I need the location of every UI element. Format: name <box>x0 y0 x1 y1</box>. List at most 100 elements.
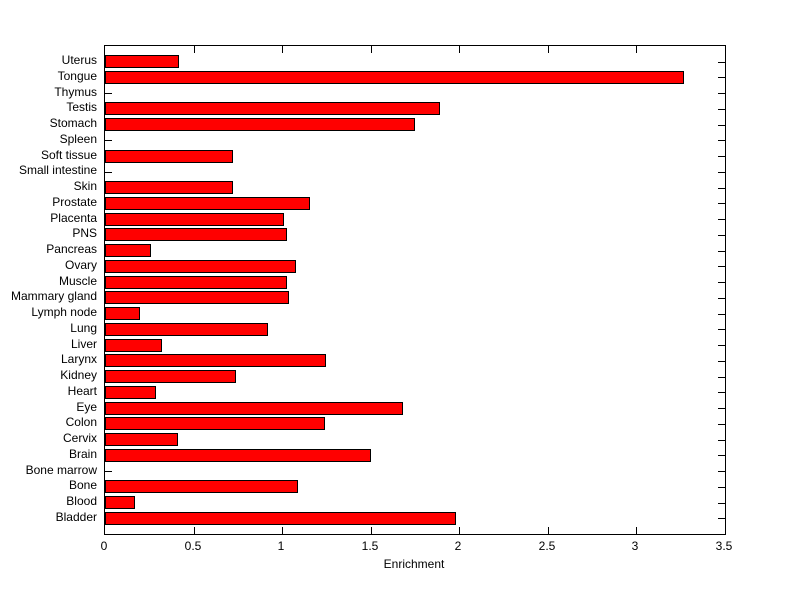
y-tick-label: Bone marrow <box>25 463 97 477</box>
y-tick-label: Spleen <box>59 132 97 146</box>
bar <box>105 118 415 131</box>
bar <box>105 260 296 273</box>
y-tick-mark <box>718 503 725 504</box>
y-tick-mark <box>718 487 725 488</box>
bar <box>105 181 233 194</box>
bar <box>105 150 233 163</box>
y-tick-mark <box>718 188 725 189</box>
bar <box>105 323 268 336</box>
y-tick-label: Larynx <box>60 352 97 366</box>
y-tick-label: Pancreas <box>46 242 97 256</box>
x-tick-label: 1.5 <box>361 539 379 553</box>
y-tick-mark <box>718 266 725 267</box>
y-tick-mark <box>718 235 725 236</box>
y-tick-label: Uterus <box>61 53 97 67</box>
y-tick-mark <box>718 424 725 425</box>
x-tick-mark <box>548 46 549 53</box>
bar <box>105 402 403 415</box>
y-tick-label: Stomach <box>49 116 97 130</box>
y-tick-mark <box>718 329 725 330</box>
y-tick-mark <box>718 251 725 252</box>
y-tick-label: Bladder <box>55 510 97 524</box>
y-tick-label: Kidney <box>60 368 97 382</box>
y-tick-label: Lung <box>70 321 97 335</box>
x-tick-mark <box>371 527 372 534</box>
bar <box>105 370 236 383</box>
y-tick-label: Placenta <box>50 211 97 225</box>
bar <box>105 339 162 352</box>
bar <box>105 55 179 68</box>
y-tick-mark <box>718 471 725 472</box>
bar <box>105 496 135 509</box>
y-tick-label: Skin <box>73 179 97 193</box>
y-tick-label: Liver <box>70 337 97 351</box>
bar <box>105 386 156 399</box>
x-tick-mark <box>371 46 372 53</box>
bar <box>105 433 178 446</box>
y-tick-label: Mammary gland <box>10 289 97 303</box>
y-tick-label: Thymus <box>54 85 97 99</box>
y-tick-mark <box>718 377 725 378</box>
bar <box>105 228 287 241</box>
y-tick-label: Lymph node <box>31 305 97 319</box>
bar <box>105 71 684 84</box>
x-tick-label: 2 <box>454 539 462 553</box>
y-tick-mark <box>718 392 725 393</box>
y-tick-mark <box>718 77 725 78</box>
x-tick-label: 2.5 <box>538 539 556 553</box>
y-tick-label: Brain <box>68 447 97 461</box>
x-tick-mark <box>459 46 460 53</box>
x-tick-label: 0.5 <box>184 539 202 553</box>
bar <box>105 480 298 493</box>
y-tick-mark <box>105 93 112 94</box>
y-tick-mark <box>105 172 112 173</box>
y-tick-mark <box>718 140 725 141</box>
x-tick-mark <box>548 527 549 534</box>
x-tick-label: 0 <box>100 539 108 553</box>
y-tick-label: Soft tissue <box>40 148 97 162</box>
x-tick-label: 3 <box>631 539 639 553</box>
bar <box>105 291 289 304</box>
y-tick-mark <box>718 109 725 110</box>
y-tick-mark <box>718 282 725 283</box>
x-tick-label: 3.5 <box>715 539 733 553</box>
y-tick-mark <box>718 93 725 94</box>
y-tick-mark <box>718 203 725 204</box>
y-tick-mark <box>718 440 725 441</box>
y-tick-label: PNS <box>72 226 97 240</box>
y-tick-mark <box>718 314 725 315</box>
x-tick-mark <box>636 527 637 534</box>
bar <box>105 102 440 115</box>
plot-area <box>104 45 726 535</box>
x-tick-mark <box>282 527 283 534</box>
y-tick-mark <box>718 518 725 519</box>
x-tick-label: 1 <box>277 539 285 553</box>
y-tick-label: Testis <box>66 100 97 114</box>
x-tick-mark <box>282 46 283 53</box>
y-tick-mark <box>718 156 725 157</box>
y-tick-label: Bone <box>68 478 97 492</box>
bar <box>105 197 310 210</box>
y-tick-label: Tongue <box>57 69 97 83</box>
y-tick-label: Cervix <box>62 431 97 445</box>
bar <box>105 354 326 367</box>
y-tick-label: Colon <box>65 415 97 429</box>
bar <box>105 213 284 226</box>
y-tick-mark <box>105 140 112 141</box>
y-tick-mark <box>718 125 725 126</box>
x-tick-mark <box>194 527 195 534</box>
y-tick-label: Ovary <box>64 258 97 272</box>
y-tick-mark <box>718 455 725 456</box>
bar <box>105 307 140 320</box>
bar <box>105 244 151 257</box>
y-tick-label: Small intestine <box>18 163 97 177</box>
y-tick-label: Eye <box>76 400 97 414</box>
y-tick-label: Blood <box>66 494 97 508</box>
y-tick-label: Muscle <box>58 274 97 288</box>
y-tick-mark <box>718 219 725 220</box>
y-tick-mark <box>718 361 725 362</box>
bar <box>105 512 456 525</box>
y-tick-mark <box>718 345 725 346</box>
y-tick-mark <box>718 62 725 63</box>
